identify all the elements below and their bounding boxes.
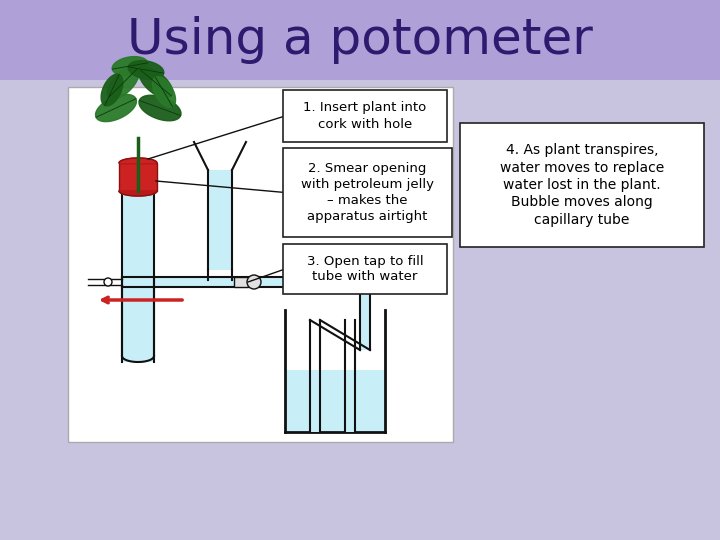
- FancyBboxPatch shape: [460, 123, 704, 247]
- Text: 4. As plant transpires,
water moves to replace
water lost in the plant.
Bubble m: 4. As plant transpires, water moves to r…: [500, 144, 664, 227]
- Bar: [208, 170, 232, 270]
- Bar: [345, 370, 355, 432]
- Text: 2. Smear opening
with petroleum jelly
– makes the
apparatus airtight: 2. Smear opening with petroleum jelly – …: [301, 162, 434, 223]
- Bar: [119, 163, 157, 191]
- Polygon shape: [112, 57, 148, 76]
- Polygon shape: [122, 356, 154, 362]
- Bar: [232, 277, 370, 287]
- Polygon shape: [153, 77, 176, 107]
- FancyBboxPatch shape: [283, 148, 452, 237]
- Text: Using a potometer: Using a potometer: [127, 16, 593, 64]
- Bar: [234, 277, 248, 287]
- Polygon shape: [139, 95, 181, 121]
- Bar: [0, 0, 720, 80]
- Polygon shape: [128, 60, 163, 79]
- Polygon shape: [119, 191, 157, 196]
- Circle shape: [247, 275, 261, 289]
- Bar: [310, 370, 320, 432]
- Bar: [360, 287, 370, 350]
- Bar: [285, 370, 385, 432]
- Bar: [122, 287, 154, 362]
- FancyBboxPatch shape: [283, 244, 447, 294]
- Polygon shape: [101, 74, 123, 106]
- Bar: [122, 277, 232, 287]
- Polygon shape: [96, 94, 137, 122]
- FancyBboxPatch shape: [283, 90, 447, 142]
- Polygon shape: [107, 67, 139, 99]
- Polygon shape: [140, 68, 173, 98]
- Text: 1. Insert plant into
cork with hole: 1. Insert plant into cork with hole: [303, 102, 427, 131]
- Text: 3. Open tap to fill
tube with water: 3. Open tap to fill tube with water: [307, 254, 423, 284]
- Bar: [122, 185, 154, 362]
- Circle shape: [104, 278, 112, 286]
- Polygon shape: [119, 158, 157, 163]
- Bar: [68, 87, 453, 442]
